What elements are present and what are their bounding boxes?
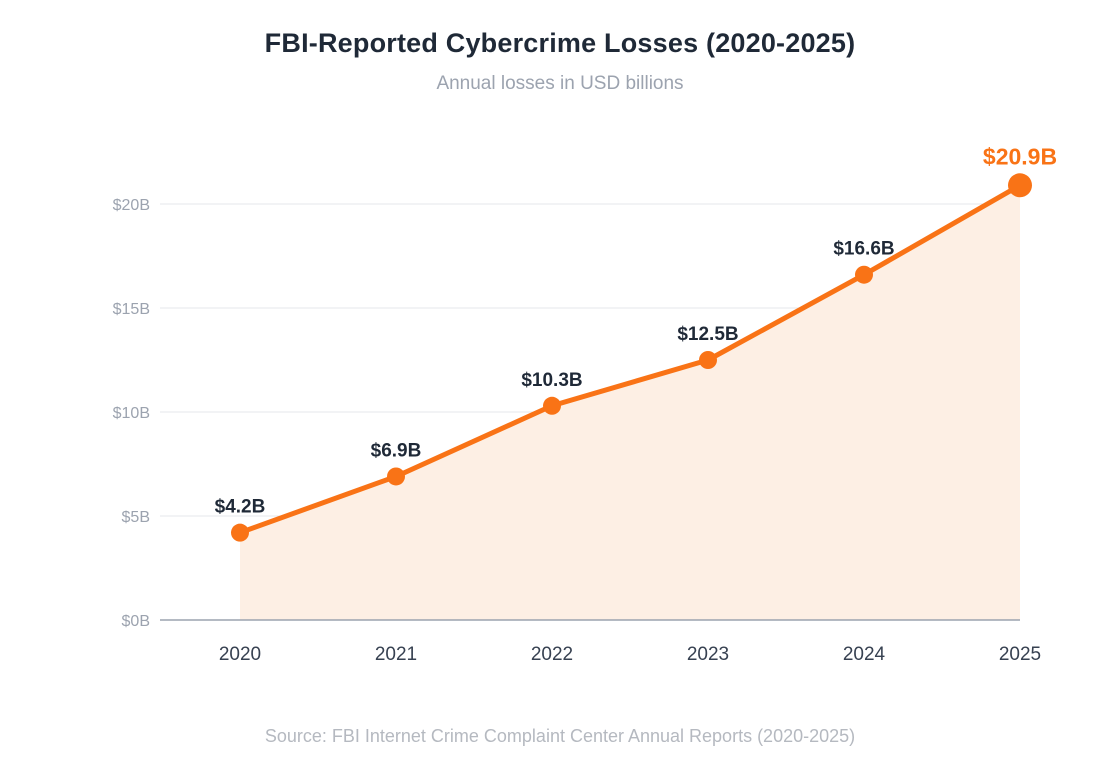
x-tick-label: 2021 — [375, 644, 417, 665]
x-axis-ticks: 2020 2021 2022 2023 2024 2025 — [219, 644, 1041, 665]
data-point — [387, 467, 405, 486]
series-line — [237, 182, 1023, 536]
data-point — [855, 265, 873, 284]
x-tick-label: 2024 — [843, 644, 886, 665]
y-tick-label: $5B — [122, 509, 150, 526]
chart-source: Source: FBI Internet Crime Complaint Cen… — [264, 726, 856, 746]
y-tick-label: $15B — [113, 301, 150, 318]
x-tick-label: 2025 — [999, 644, 1041, 665]
data-point-highlight — [1008, 173, 1032, 198]
series-line-path — [237, 182, 1023, 536]
area-fill — [240, 185, 1020, 620]
y-tick-label: $20B — [113, 197, 150, 214]
chart-subtitle: Annual losses in USD billions — [436, 73, 684, 94]
data-label: $4.2B — [215, 497, 266, 518]
y-tick-label: $0B — [122, 613, 150, 630]
data-points — [231, 173, 1032, 542]
data-labels: $4.2B $6.9B $10.3B $12.5B $16.6B $20.9B — [215, 143, 1057, 517]
y-tick-label: $10B — [113, 405, 150, 422]
data-label: $6.9B — [371, 440, 422, 461]
data-point — [543, 396, 561, 415]
data-label: $16.6B — [833, 239, 894, 260]
data-label: $12.5B — [677, 324, 738, 345]
data-label-highlight: $20.9B — [983, 143, 1057, 169]
x-tick-label: 2023 — [687, 644, 729, 665]
data-point — [231, 523, 249, 542]
data-point — [699, 351, 717, 369]
x-tick-label: 2020 — [219, 644, 261, 665]
data-label: $10.3B — [521, 370, 582, 391]
area-shape — [240, 185, 1020, 620]
x-tick-label: 2022 — [531, 644, 573, 665]
y-axis-ticks: $0B $5B $10B $15B $20B — [113, 197, 150, 630]
chart-title: FBI-Reported Cybercrime Losses (2020-202… — [264, 28, 856, 58]
